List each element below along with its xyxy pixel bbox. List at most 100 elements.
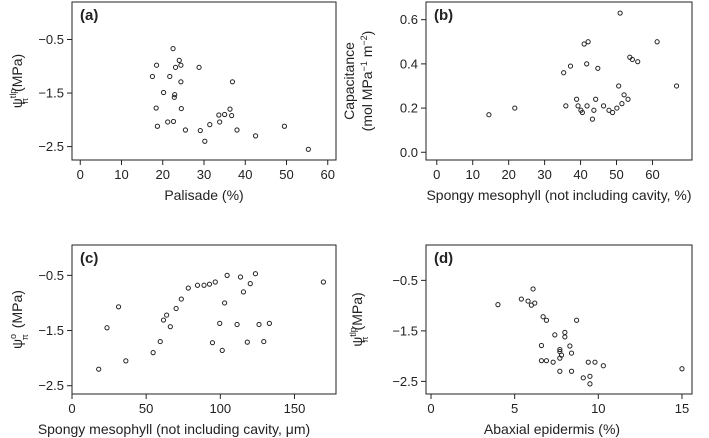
data-point <box>543 317 550 323</box>
data-point <box>170 45 176 52</box>
data-point <box>585 39 591 45</box>
panel-c: (c) 0 50 100 150 −2.5 −1.5 −0.5 Spongy mesophyll… <box>8 244 337 437</box>
x-tick-label: 60 <box>645 167 659 182</box>
data-point <box>176 57 182 63</box>
data-point <box>625 96 631 102</box>
y-tick-label: 0.6 <box>400 12 418 27</box>
data-point <box>157 338 163 345</box>
y-tick-label: −2.5 <box>392 374 418 389</box>
data-point <box>591 107 597 113</box>
plot-frame <box>425 1 693 161</box>
data-point <box>182 127 189 133</box>
data-point <box>558 352 565 358</box>
data-point <box>606 107 612 113</box>
data-point <box>217 320 223 326</box>
data-point <box>305 146 311 152</box>
y-axis-label: ψtlpπ(MPa) <box>8 54 30 108</box>
data-point <box>234 127 240 133</box>
data-point <box>222 111 228 118</box>
x-tick-label: 50 <box>139 401 153 416</box>
data-point <box>178 105 184 112</box>
x-tick-label: 40 <box>573 167 587 182</box>
data-point <box>530 286 536 292</box>
y-tick-label: −1.5 <box>392 323 418 338</box>
x-tick-label: 5 <box>511 401 518 416</box>
data-point <box>150 350 156 356</box>
data-point <box>185 285 191 291</box>
data-point <box>196 64 202 70</box>
data-point <box>244 339 250 345</box>
data-point <box>173 305 179 312</box>
x-tick-label: 10 <box>114 167 128 182</box>
data-point <box>616 83 622 89</box>
data-point <box>552 332 558 338</box>
data-point <box>563 103 569 109</box>
data-point <box>525 298 531 304</box>
x-tick-label: 30 <box>537 167 551 182</box>
data-point <box>164 312 170 318</box>
data-point <box>557 368 563 374</box>
data-point <box>172 92 178 98</box>
data-point <box>584 103 590 109</box>
plot-frame <box>425 244 693 395</box>
x-axis-label: Spongy mesophyll (not including cavity, … <box>38 421 310 437</box>
data-point <box>172 64 179 70</box>
data-point <box>201 282 207 288</box>
data-point <box>518 296 524 302</box>
data-point <box>587 373 593 379</box>
data-point <box>153 62 160 68</box>
panel-b: (b) 0 10 20 30 40 50 60 0.0 0.2 0.4 0.6 Spongy mesop… <box>341 1 693 203</box>
y-tick-label: −0.5 <box>38 32 64 47</box>
data-point <box>266 320 273 326</box>
data-point <box>568 350 575 356</box>
data-point <box>167 73 173 80</box>
panel-label: (b) <box>434 7 453 24</box>
data-point <box>543 358 550 364</box>
y-tick-label: −0.5 <box>38 268 64 283</box>
data-point <box>512 105 518 111</box>
data-point <box>585 359 591 365</box>
data-point <box>320 279 326 285</box>
x-tick-label: 0 <box>68 401 75 416</box>
x-tick-label: 60 <box>321 167 335 182</box>
x-tick-label: 30 <box>197 167 211 182</box>
data-point <box>574 96 580 102</box>
data-point <box>160 317 167 323</box>
data-point <box>178 62 184 68</box>
data-point <box>540 314 546 320</box>
y-tick-label: −1.5 <box>38 86 64 101</box>
y-tick-label: −0.5 <box>392 273 418 288</box>
x-tick-label: 0 <box>433 167 440 182</box>
data-point <box>568 368 575 374</box>
plot-frame <box>71 244 337 395</box>
data-point <box>617 10 623 16</box>
data-point <box>567 343 573 349</box>
x-tick-label: 20 <box>501 167 515 182</box>
data-point <box>538 342 545 349</box>
data-point <box>592 359 598 365</box>
x-tick-label: 50 <box>609 167 623 182</box>
data-point <box>532 300 538 306</box>
data-point <box>261 338 267 345</box>
plot-frame <box>71 1 337 161</box>
data-point <box>194 282 201 288</box>
x-tick-label: 40 <box>238 167 252 182</box>
data-point <box>96 366 102 372</box>
data-point <box>170 118 177 125</box>
data-point <box>619 101 625 107</box>
y-tick-label: −2.5 <box>38 139 64 154</box>
x-tick-label: 20 <box>156 167 170 182</box>
y-axis-label: ψo π(MPa) <box>8 290 30 349</box>
data-point <box>538 358 545 364</box>
data-point <box>635 59 641 65</box>
data-point <box>217 119 223 125</box>
panel-d: (d) 0 5 10 15 −2.5 −1.5 −0.5 Abaxial epidermis (… <box>348 244 693 437</box>
data-point <box>621 92 627 98</box>
data-point <box>486 112 492 118</box>
data-point <box>575 103 581 109</box>
x-tick-label: 100 <box>209 401 231 416</box>
data-point <box>593 96 599 102</box>
y-tick-label: 0.0 <box>400 145 418 160</box>
data-point <box>679 366 685 372</box>
